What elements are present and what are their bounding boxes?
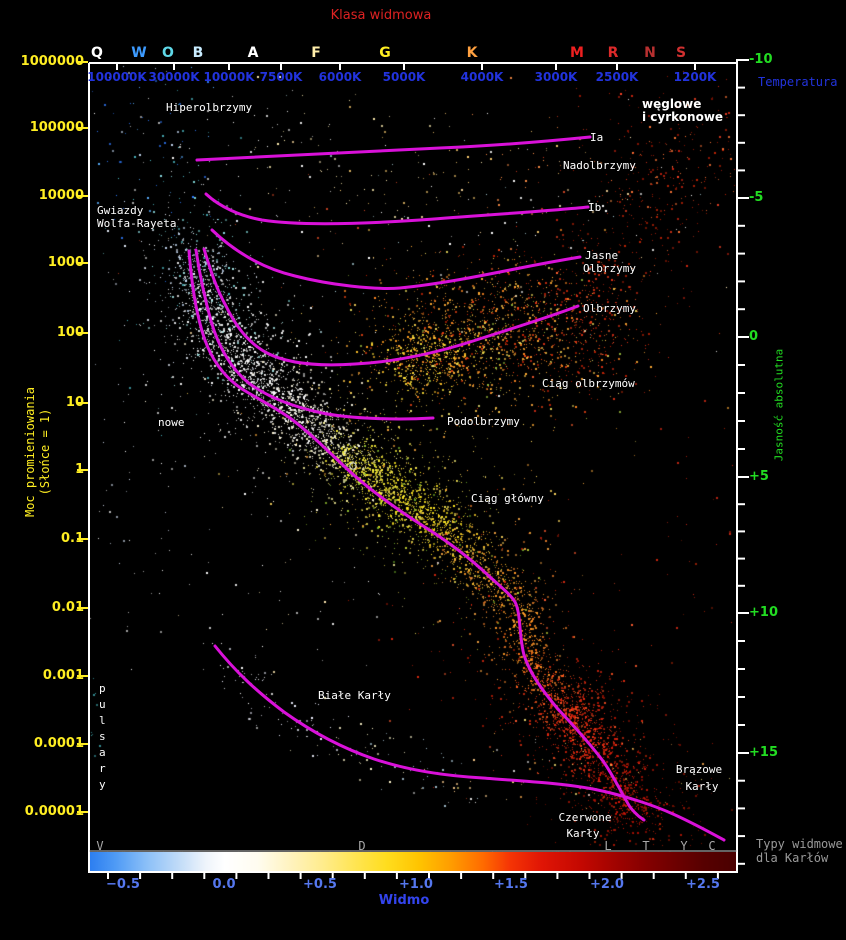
- luminosity-tick-label: 1000000: [20, 54, 84, 69]
- region-label-wolf-rayet-1: Gwiazdy: [97, 204, 144, 217]
- curve-label-subgiants: Podolbrzymy: [447, 415, 520, 428]
- spectral-class-R: R: [607, 45, 619, 61]
- spectral-class-M: M: [570, 45, 584, 61]
- color-index-tick-label: +1.5: [494, 877, 528, 892]
- curve-Ia: [195, 135, 592, 162]
- magnitude-tick-label: +10: [749, 605, 778, 620]
- color-index-tick-label: +0.5: [303, 877, 337, 892]
- temperature-tick-label: 6000K: [318, 70, 362, 84]
- luminosity-tick-label: 1000: [47, 255, 84, 270]
- curve-Podolbrzymy: [194, 248, 435, 421]
- temperature-tick-label: 4000K: [460, 70, 504, 84]
- temperature-tick-label: 3000K: [534, 70, 578, 84]
- spectral-class-N: N: [644, 45, 656, 61]
- color-index-tick-label: +2.5: [686, 877, 720, 892]
- region-label-red-dwarfs-2: Karły: [566, 827, 600, 840]
- colorbar-note-1: Typy widmowe: [756, 837, 843, 851]
- curve-Jasne Olbrzymy: [210, 228, 582, 290]
- region-label-brown-dwarfs-1: Brązowe: [675, 763, 723, 776]
- curve-label-bright-giants-2: Olbrzymy: [583, 262, 636, 275]
- region-label-carbon-2: i cyrkonowe: [642, 110, 724, 124]
- magnitude-tick-label: +5: [749, 469, 769, 484]
- curve-Ib: [204, 192, 590, 226]
- region-label-main-sequence: Ciąg główny: [471, 492, 544, 505]
- temperature-tick-label: 2500K: [595, 70, 639, 84]
- spectral-class-B: B: [192, 45, 204, 61]
- region-label-brown-dwarfs-2: Karły: [685, 780, 719, 793]
- region-label-red-dwarfs-1: Czerwone: [558, 811, 612, 824]
- magnitude-tick-label: -5: [749, 190, 764, 205]
- region-label-pulsars: p u l s a r y: [99, 682, 106, 791]
- temperature-tick-label: 7500K: [259, 70, 303, 84]
- spectral-class-G: G: [379, 45, 391, 61]
- magnitude-tick-label: +15: [749, 745, 778, 760]
- curve-label-Ib: Ib: [588, 201, 602, 214]
- dwarf-letter-V: V: [96, 839, 104, 853]
- dwarf-letter-C: C: [708, 839, 716, 853]
- luminosity-tick-label: 1: [74, 462, 84, 477]
- top-axis-title: Klasa widmowa: [330, 8, 432, 23]
- luminosity-tick-label: 10000: [38, 188, 84, 203]
- spectral-class-O: O: [162, 45, 174, 61]
- luminosity-tick-label: 0.00001: [24, 804, 84, 819]
- curve-Ciąg główny: [187, 249, 646, 822]
- dwarf-spectral-colorbar: [89, 852, 736, 871]
- color-index-tick-label: +2.0: [590, 877, 624, 892]
- region-label-wolf-rayet-2: Wolfa-Rayeta: [97, 217, 177, 230]
- sun-marker: [349, 462, 357, 470]
- spectral-class-A: A: [247, 45, 259, 61]
- right-axis-top-title: Temperatura: [758, 75, 838, 89]
- right-axis-title: Jasność absolutna: [772, 348, 786, 462]
- luminosity-tick-label: 0.1: [60, 531, 84, 546]
- temperature-tick-label: 5000K: [382, 70, 426, 84]
- bottom-axis-title: Widmo: [378, 893, 430, 908]
- region-label-novae: nowe: [158, 416, 185, 429]
- dwarf-letter-Y: Y: [680, 839, 688, 853]
- curve-label-Ia: Ia: [590, 131, 604, 144]
- spectral-class-K: K: [466, 45, 478, 61]
- spectral-class-Q: Q: [91, 45, 103, 61]
- temperature-tick-label: 100000K: [87, 70, 147, 84]
- luminosity-tick-label: 10: [65, 395, 84, 410]
- dwarf-letter-D: D: [358, 839, 366, 853]
- luminosity-tick-label: 0.01: [51, 600, 84, 615]
- spectral-class-F: F: [311, 45, 321, 61]
- color-index-tick-label: −0.5: [106, 877, 140, 892]
- color-index-tick-label: +1.0: [399, 877, 433, 892]
- luminosity-tick-label: 0.001: [42, 668, 84, 683]
- region-label-carbon-1: węglowe: [642, 97, 702, 111]
- spectral-class-S: S: [675, 45, 687, 61]
- temperature-tick-label: 10000K: [203, 70, 255, 84]
- luminosity-tick-label: 0.0001: [33, 736, 84, 751]
- colorbar-note-2: dla Karłów: [756, 851, 829, 865]
- region-label-white-dwarfs: Białe Karły: [318, 689, 391, 702]
- curve-label-giants: Olbrzymy: [583, 302, 636, 315]
- magnitude-tick-label: 0: [749, 329, 759, 344]
- luminosity-tick-label: 100: [56, 325, 84, 340]
- dwarf-letter-T: T: [642, 839, 650, 853]
- temperature-tick-label: 1200K: [673, 70, 717, 84]
- region-label-supergiants: Nadolbrzymy: [563, 159, 636, 172]
- curve-label-bright-giants-1: Jasne: [585, 249, 619, 262]
- region-label-giant-branch: Ciąg olbrzymów: [542, 377, 635, 390]
- color-index-tick-label: 0.0: [212, 877, 236, 892]
- dwarf-letter-L: L: [604, 839, 612, 853]
- region-label-hypergiants: Hiperolbrzymy: [166, 101, 253, 114]
- curve-Olbrzymy: [202, 247, 580, 367]
- spectral-class-W: W: [131, 45, 147, 61]
- luminosity-tick-label: 100000: [29, 120, 84, 135]
- curve-Białe Karły: [213, 644, 726, 842]
- magnitude-tick-label: -10: [749, 52, 773, 67]
- temperature-tick-label: 30000K: [148, 70, 200, 84]
